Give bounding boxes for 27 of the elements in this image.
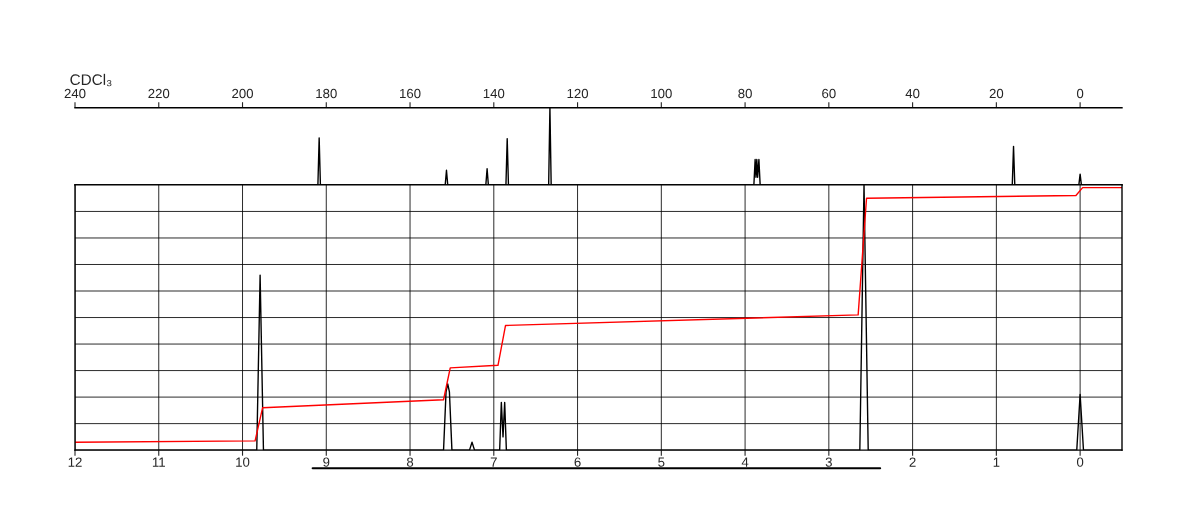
x-tick-label: 100	[651, 88, 672, 99]
text: CDCl₃	[70, 73, 112, 87]
x-tick-label: 160	[400, 88, 421, 99]
x-tick-label: 5	[658, 457, 665, 467]
x-tick-label: 3	[825, 457, 832, 467]
x-tick-label: 200	[232, 88, 254, 99]
x-tick-label: 12	[68, 457, 82, 467]
x-tick-label: 180	[316, 88, 337, 99]
x-tick-label: 120	[567, 88, 589, 99]
x-tick-label: 0	[1076, 457, 1084, 467]
x-tick-label: 6	[574, 457, 581, 467]
x-tick-label: 4	[741, 457, 749, 467]
x-tick-label: 11	[152, 457, 165, 467]
x-tick-label: 220	[148, 88, 170, 99]
x-tick-label: 10	[236, 457, 250, 467]
x-tick-label: 240	[64, 88, 86, 99]
x-tick-label: 9	[323, 457, 330, 467]
x-tick-label: 40	[905, 88, 920, 99]
x-tick-label: 1	[993, 457, 1000, 467]
x-tick-label: 8	[406, 457, 414, 467]
x-tick-label: 0	[1076, 88, 1084, 99]
x-tick-label: 7	[490, 457, 497, 467]
x-tick-label: 2	[909, 457, 916, 467]
x-tick-label: 60	[822, 88, 836, 99]
x-tick-label: 80	[738, 88, 752, 99]
x-tick-label: 140	[483, 88, 505, 99]
x-tick-label: 20	[989, 88, 1004, 99]
